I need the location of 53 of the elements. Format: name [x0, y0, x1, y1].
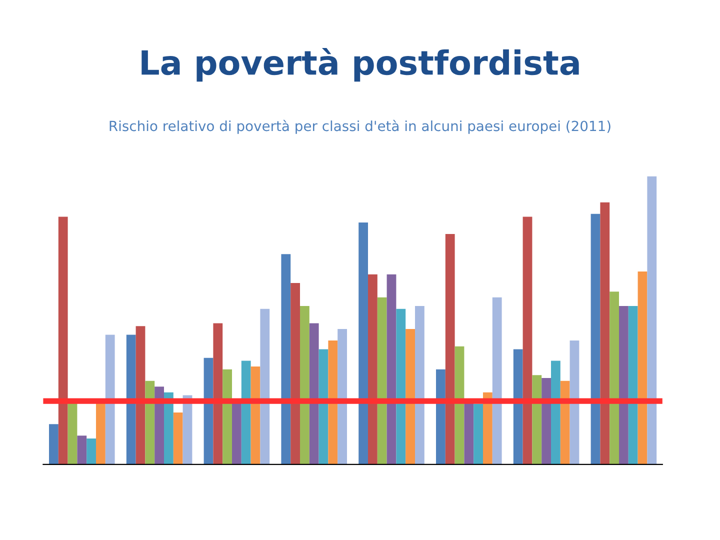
bar: [638, 271, 648, 464]
bar: [542, 378, 551, 464]
bar: [445, 234, 455, 464]
bar: [49, 424, 58, 464]
bar: [483, 392, 492, 464]
bar: [368, 274, 378, 464]
bar: [414, 306, 424, 464]
bar: [136, 326, 146, 464]
bar: [260, 308, 270, 464]
bar: [619, 306, 628, 464]
bar: [600, 202, 610, 464]
bar: [396, 308, 406, 464]
bar: [318, 349, 328, 464]
bar: [454, 346, 464, 464]
bar: [145, 380, 155, 464]
bar: [551, 360, 560, 464]
bar: [492, 297, 502, 464]
chart-title: La povertà postfordista: [142, 48, 579, 82]
bar: [309, 323, 319, 464]
bar: [436, 369, 446, 464]
bar: [164, 392, 174, 464]
bar: [560, 380, 570, 464]
bar: [386, 274, 396, 464]
bar: [58, 216, 68, 464]
bar: [610, 292, 619, 464]
bar: [241, 360, 251, 464]
bar: [377, 297, 387, 464]
bar: [328, 340, 338, 464]
bar: [290, 282, 300, 464]
bar: [647, 176, 657, 464]
bar: [105, 334, 115, 464]
bar: [522, 216, 532, 464]
bar: [173, 412, 183, 464]
bar: [300, 306, 310, 464]
bar: [250, 366, 260, 464]
bar: [358, 222, 368, 464]
bar: [281, 254, 291, 464]
bar: [126, 334, 136, 464]
bar: [628, 306, 638, 464]
chart-subtitle: Rischio relativo di povertà per classi d'età in alcuni paesi europei (2011): [110, 120, 610, 134]
bar: [590, 214, 600, 464]
bar: [213, 323, 223, 464]
bar: [204, 358, 214, 464]
bar: [532, 375, 542, 464]
bar: [513, 349, 523, 464]
bar: [406, 329, 415, 464]
bar: [474, 404, 483, 464]
bar: [222, 369, 232, 464]
bar: [570, 340, 580, 464]
bar: [338, 329, 347, 464]
bar: [86, 438, 96, 464]
bar: [154, 386, 164, 464]
bar: [77, 436, 87, 464]
